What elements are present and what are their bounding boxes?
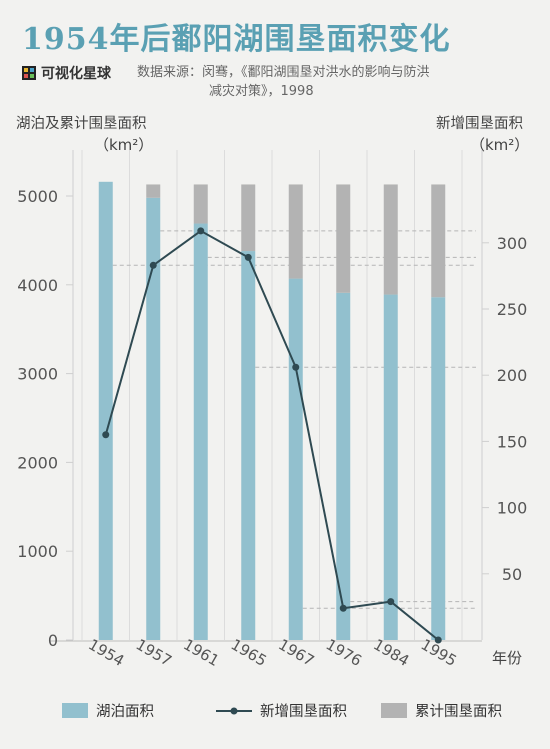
data-source: 数据来源：闵骞，《鄱阳湖围垦对洪水的影响与防洪 减灾对策》，1998 [137,63,527,101]
legend-swatch-new [216,707,252,714]
right-axis-unit: （km²） [470,136,530,154]
left-tick-label-5000: 5000 [17,187,58,206]
bar-lake-1954 [98,181,113,641]
bar-cumulative-1965 [241,184,256,252]
legend-label-new: 新增围垦面积 [260,704,347,720]
right-tick-label-300: 300 [497,234,528,253]
guide-lines [81,150,476,640]
legend-swatch-cumulative [381,703,407,718]
brand-name: 可视化星球 [41,66,111,82]
right-tick-label-200: 200 [497,366,528,385]
bar-lake-1961 [193,223,208,640]
right-tick-label-250: 250 [497,300,528,319]
bar-lake-1976 [336,292,351,640]
line-series [102,227,442,644]
axes [50,150,489,642]
bar-lake-1965 [241,251,256,640]
bar-cumulative-1984 [383,184,398,295]
left-axis-unit: （km²） [94,136,154,154]
left-axis-title: 湖泊及累计围垦面积 [16,116,147,132]
x-axis-unit: 年份 [492,649,522,667]
right-tick-label-150: 150 [497,432,528,451]
bar-lake-1967 [288,278,303,640]
legend-item-new: 新增围垦面积 [216,700,347,721]
legend: 湖泊面积 新增围垦面积 累计围垦面积 [0,700,550,730]
legend-swatch-lake [62,703,88,718]
legend-label-cumulative: 累计围垦面积 [415,704,502,720]
point-new-1957 [149,261,157,269]
bar-cumulative-1995 [431,184,446,298]
left-tick-label-1000: 1000 [17,542,58,561]
bar-cumulative-1976 [336,184,351,293]
legend-item-cumulative: 累计围垦面积 [381,700,502,721]
legend-label-lake: 湖泊面积 [96,704,154,720]
left-tick-label-4000: 4000 [17,276,58,295]
left-tick-label-2000: 2000 [17,453,58,472]
point-new-1995 [434,636,442,644]
right-tick-label-100: 100 [497,499,528,518]
legend-item-lake: 湖泊面积 [62,700,154,721]
brand-logo-icon [22,66,36,80]
point-new-1961 [197,227,205,235]
right-tick-label-50: 50 [502,565,522,584]
page-title: 1954年后鄱阳湖围垦面积变化 [22,22,451,57]
left-tick-label-3000: 3000 [17,365,58,384]
brand: 可视化星球 [22,63,111,83]
point-new-1967 [292,363,300,371]
point-new-1954 [102,431,110,439]
source-line-1: 数据来源：闵骞，《鄱阳湖围垦对洪水的影响与防洪 [137,65,430,80]
chart: 0100020003000400050005010015020025030019… [17,150,528,670]
bar-cumulative-1957 [146,184,161,198]
bar-cumulative-1967 [288,184,303,279]
line-new-area [104,229,439,641]
bars [98,181,446,641]
point-new-1965 [244,253,252,261]
source-line-2: 减灾对策》，1998 [209,84,314,99]
bar-lake-1995 [431,297,446,640]
right-axis-title: 新增围垦面积 [436,116,523,132]
bar-lake-1957 [146,197,161,640]
bar-cumulative-1961 [193,184,208,224]
bar-lake-1984 [383,294,398,640]
point-new-1984 [387,598,395,606]
left-tick-label-0: 0 [48,631,58,650]
point-new-1976 [339,604,347,612]
